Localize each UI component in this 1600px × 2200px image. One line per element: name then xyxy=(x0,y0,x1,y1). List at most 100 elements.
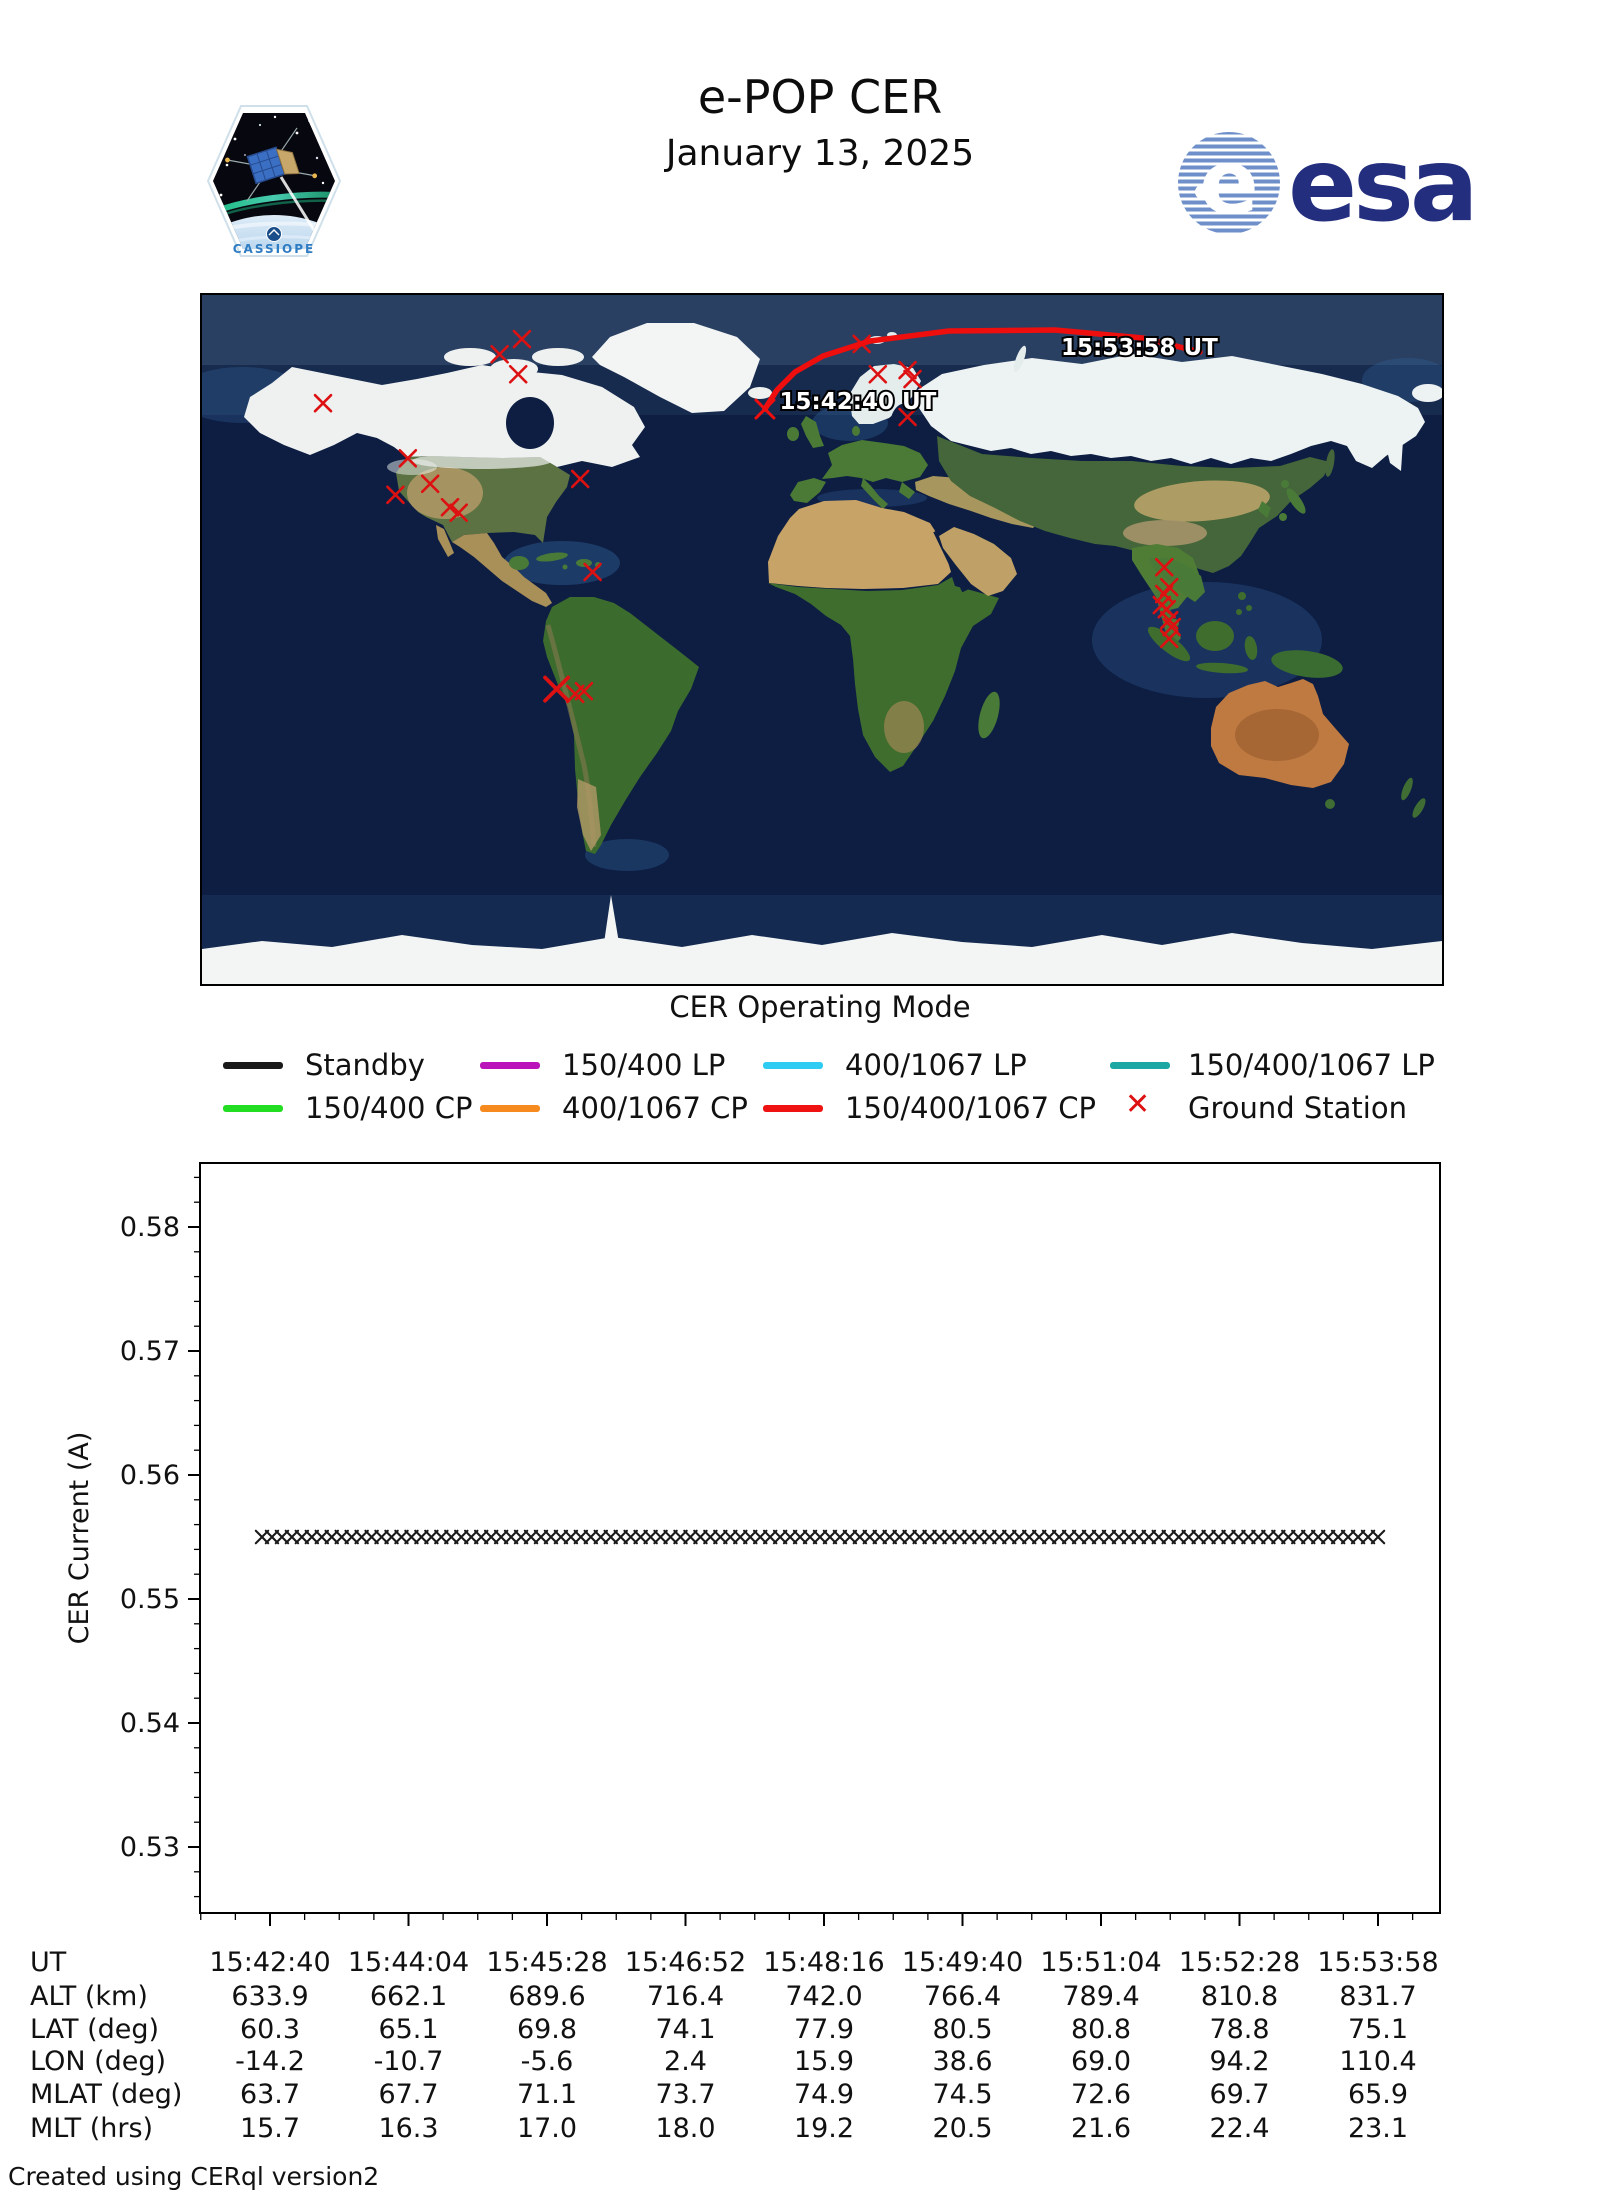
table-cell: 15:51:04 xyxy=(1040,1947,1162,1978)
table-cell: 15:52:28 xyxy=(1178,1947,1301,1978)
table-row-label: UT xyxy=(30,1947,67,1978)
table-cell: 831.7 xyxy=(1339,1981,1417,2012)
legend-item-label: 150/400 LP xyxy=(562,1048,726,1082)
table-cell: 810.8 xyxy=(1200,1981,1279,2012)
table-cell: 689.6 xyxy=(508,1981,586,2012)
table-cell: 22.4 xyxy=(1209,2113,1270,2144)
table-cell: -14.2 xyxy=(235,2046,305,2077)
table-cell: 69.8 xyxy=(516,2014,578,2045)
legend-swatch xyxy=(763,1062,823,1069)
table-cell: 633.9 xyxy=(231,1981,309,2012)
table-cell: 16.3 xyxy=(378,2113,439,2144)
legend-item-label: Standby xyxy=(305,1048,425,1082)
table-cell: 15:42:40 xyxy=(209,1947,331,1978)
esa-wordmark: esa xyxy=(1288,126,1475,245)
table-row-label: MLAT (deg) xyxy=(30,2079,183,2110)
legend-title: CER Operating Mode xyxy=(669,990,971,1024)
satellite-track: 15:42:40 UT 15:53:58 UT xyxy=(754,327,1220,420)
y-tick-label: 0.56 xyxy=(120,1460,180,1491)
world-map: 15:42:40 UT 15:53:58 UT xyxy=(202,295,1442,984)
table-cell: -5.6 xyxy=(520,2046,574,2077)
table-cell: 15.9 xyxy=(793,2046,855,2077)
legend-swatch xyxy=(480,1062,540,1069)
table-cell: 15:45:28 xyxy=(486,1947,608,1978)
legend-swatch xyxy=(223,1105,283,1112)
table-cell: 18.0 xyxy=(655,2113,716,2144)
ground-station-markers xyxy=(313,329,1181,704)
legend-item-label: 150/400/1067 CP xyxy=(845,1091,1097,1125)
legend-item-label: 150/400/1067 LP xyxy=(1188,1048,1435,1082)
table-cell: 716.4 xyxy=(646,1981,725,2012)
legend-swatch xyxy=(480,1105,540,1112)
cassiope-patch-logo: CASSIOPE xyxy=(205,103,343,260)
table-cell: 74.1 xyxy=(655,2014,716,2045)
table-cell: 60.3 xyxy=(239,2014,301,2045)
cassiope-label: CASSIOPE xyxy=(233,242,316,256)
table-cell: 23.1 xyxy=(1347,2113,1409,2144)
table-cell: 73.7 xyxy=(655,2079,716,2110)
y-tick-label: 0.57 xyxy=(120,1336,180,1367)
table-cell: 20.5 xyxy=(932,2113,993,2144)
table-cell: 662.1 xyxy=(369,1981,448,2012)
page-date: January 13, 2025 xyxy=(665,133,975,174)
track-start-label: 15:42:40 UT xyxy=(780,389,937,415)
table-cell: 15:49:40 xyxy=(901,1947,1024,1978)
table-cell: 17.0 xyxy=(516,2113,578,2144)
cassiope-patch-icon: CASSIOPE xyxy=(206,105,342,257)
table-cell: 15:48:16 xyxy=(763,1947,885,1978)
table-cell: 38.6 xyxy=(932,2046,993,2077)
table-cell: 65.1 xyxy=(378,2014,439,2045)
table-cell: 74.9 xyxy=(793,2079,855,2110)
table-cell: 63.7 xyxy=(239,2079,301,2110)
esa-logo: e esa xyxy=(1150,80,1500,250)
svg-text:e: e xyxy=(1199,131,1259,234)
table-cell: 766.4 xyxy=(923,1981,1002,2012)
data-markers xyxy=(254,1529,1386,1545)
table-cell: 65.9 xyxy=(1347,2079,1409,2110)
y-axis-label: CER Current (A) xyxy=(64,1432,95,1645)
legend-swatch xyxy=(763,1105,823,1112)
table-cell: 19.2 xyxy=(793,2113,855,2144)
legend-item-label: Ground Station xyxy=(1188,1091,1407,1125)
esa-logo-icon: e esa xyxy=(1178,126,1479,245)
table-row-label: MLT (hrs) xyxy=(30,2113,154,2144)
table-cell: 110.4 xyxy=(1339,2046,1417,2077)
legend-item-label: 400/1067 CP xyxy=(562,1091,748,1125)
table-cell: 2.4 xyxy=(664,2046,707,2077)
table-cell: 15:44:04 xyxy=(347,1947,470,1978)
table-cell: 742.0 xyxy=(785,1981,863,2012)
table-row-label: LAT (deg) xyxy=(30,2014,160,2045)
table-cell: 94.2 xyxy=(1209,2046,1270,2077)
footer-credit: Created using CERql version2 xyxy=(8,2162,380,2191)
table-cell: 72.6 xyxy=(1070,2079,1132,2110)
table-cell: 71.1 xyxy=(516,2079,578,2110)
cer-current-chart: 0.53 0.54 0.55 0.56 0.57 0.58 CER Current (A) xyxy=(64,1162,1441,1926)
table-cell: 75.1 xyxy=(1347,2014,1409,2045)
legend-ground-station-marker: ✕ xyxy=(1125,1087,1151,1122)
table-cell: 69.7 xyxy=(1209,2079,1270,2110)
legend-swatch xyxy=(223,1062,283,1069)
legend-item-label: 150/400 CP xyxy=(305,1091,473,1125)
table-cell: 74.5 xyxy=(932,2079,993,2110)
legend-swatch xyxy=(1110,1062,1170,1069)
table-cell: 67.7 xyxy=(378,2079,439,2110)
y-tick-label: 0.54 xyxy=(120,1708,180,1739)
table-cell: 80.8 xyxy=(1070,2014,1132,2045)
page-title: e-POP CER xyxy=(697,70,943,124)
table-cell: 78.8 xyxy=(1209,2014,1270,2045)
legend-item-label: 400/1067 LP xyxy=(845,1048,1027,1082)
table-cell: -10.7 xyxy=(373,2046,444,2077)
table-cell: 69.0 xyxy=(1070,2046,1132,2077)
table-row-label: LON (deg) xyxy=(30,2046,167,2077)
table-cell: 15.7 xyxy=(239,2113,301,2144)
y-tick-label: 0.58 xyxy=(120,1212,180,1243)
world-map-panel: 15:42:40 UT 15:53:58 UT xyxy=(200,293,1444,986)
table-cell: 789.4 xyxy=(1062,1981,1140,2012)
table-cell: 15:53:58 xyxy=(1317,1947,1439,1978)
table-cell: 21.6 xyxy=(1070,2113,1132,2144)
table-cell: 80.5 xyxy=(932,2014,993,2045)
table-row-label: ALT (km) xyxy=(30,1981,148,2012)
track-end-label: 15:53:58 UT xyxy=(1061,335,1218,361)
y-tick-label: 0.53 xyxy=(120,1832,180,1863)
y-tick-label: 0.55 xyxy=(120,1584,180,1615)
